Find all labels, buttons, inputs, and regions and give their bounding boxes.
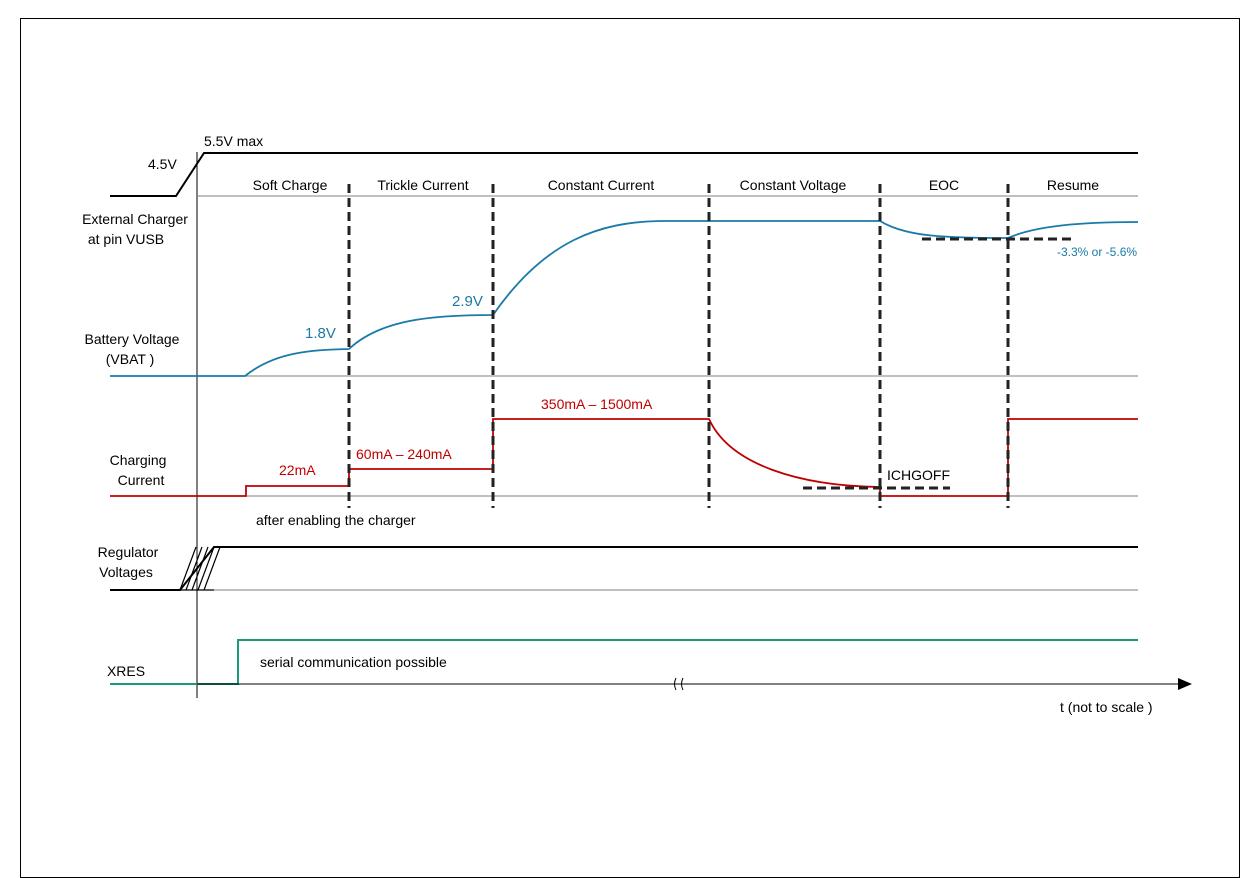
phase-label-eoc: EOC [929,177,959,193]
charging-timing-diagram: 4.5V 5.5V max Soft Charge Trickle Curren… [82,133,1192,715]
phase-label-constant-voltage: Constant Voltage [740,177,847,193]
row-label-battery-voltage-1: Battery Voltage [85,331,180,347]
regulator-trace [110,546,1138,591]
vbat-2-9v-label: 2.9V [452,293,483,310]
resume-threshold-label: -3.3% or -5.6% [1057,245,1137,259]
phase-label-constant-current: Constant Current [548,177,655,193]
current-trace [110,418,1138,497]
vusb-max-label: 5.5V max [204,133,263,149]
regulator-ramp-hatch [179,546,221,591]
axis-break-mark [674,677,684,691]
row-label-external-charger-1: External Charger [82,211,188,227]
vusb-min-label: 4.5V [148,156,177,172]
after-enable-label: after enabling the charger [256,512,416,528]
vbat-1-8v-label: 1.8V [305,325,336,342]
row-label-regulator-voltages-1: Regulator [98,544,159,560]
row-label-charging-current-2: Current [118,472,165,488]
vusb-trace [110,152,1138,197]
serial-comm-label: serial communication possible [260,654,447,670]
time-axis-arrowhead [1178,678,1192,690]
phase-label-soft-charge: Soft Charge [253,177,328,193]
row-label-battery-voltage-2: (VBAT ) [106,351,155,367]
row-label-charging-current-1: Charging [110,452,167,468]
row-label-xres: XRES [107,663,145,679]
phase-label-trickle-current: Trickle Current [377,177,468,193]
phase-boundaries [347,184,1010,508]
current-trickle-label: 60mA – 240mA [356,446,452,462]
current-cc-label: 350mA – 1500mA [541,396,653,412]
current-22ma-label: 22mA [279,462,316,478]
phase-label-resume: Resume [1047,177,1099,193]
row-label-regulator-voltages-2: Voltages [99,564,153,580]
row-label-external-charger-2: at pin VUSB [88,231,164,247]
ichgoff-label: ICHGOFF [887,467,950,483]
vbat-trace [110,220,1139,377]
time-axis-label: t (not to scale ) [1060,699,1153,715]
xres-trace [110,639,1138,685]
